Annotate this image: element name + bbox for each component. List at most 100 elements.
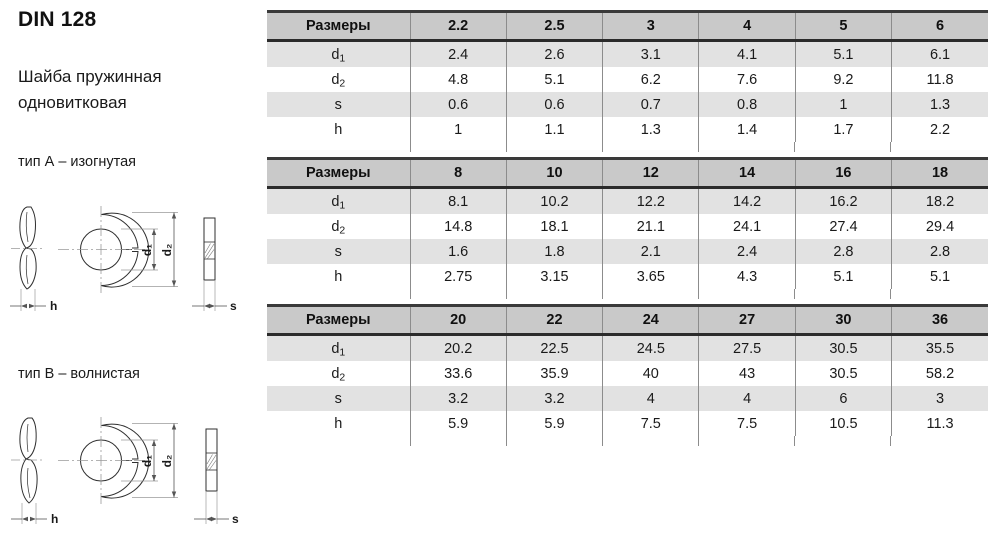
type-b-d2-dimension (171, 423, 177, 498)
type-b-h-label: h (51, 512, 58, 526)
cell-value: 5.1 (794, 40, 892, 67)
cell-value: 20.2 (409, 334, 507, 361)
table-row: d1 8.1 10.2 12.2 14.2 16.2 18.2 (267, 187, 988, 214)
column-header-size: 14 (698, 157, 796, 189)
type-b-s-label: s (232, 512, 239, 526)
column-header-size: 5 (794, 10, 892, 42)
type-b-h-dimension (11, 516, 47, 522)
table-rule-tail (267, 289, 988, 299)
cell-value: 14.8 (409, 214, 507, 239)
column-header-size: 16 (794, 157, 892, 189)
type-a-drawing: h s d₁ d₂ (6, 185, 256, 325)
row-label: d2 (267, 214, 411, 239)
row-label: h (267, 411, 411, 436)
type-a-drawing-svg: h s d₁ d₂ (10, 206, 237, 313)
type-a-d1-dimension (151, 229, 157, 270)
cell-value: 3.2 (409, 386, 507, 411)
cell-value: 1.8 (505, 239, 603, 264)
type-a-side-view (11, 206, 42, 311)
product-description-line1: Шайба пружинная (18, 67, 162, 86)
type-b-s-dimension (194, 516, 229, 522)
row-label: d1 (267, 334, 411, 361)
type-a-d2-label: d₂ (160, 244, 174, 257)
spec-table-3-container: Размеры 20 22 24 27 30 36 d1 20.2 22.5 2… (267, 304, 988, 436)
cell-value: 2.2 (891, 117, 988, 142)
cell-value: 29.4 (891, 214, 988, 239)
table-header-row: Размеры 2.2 2.5 3 4 5 6 (267, 10, 988, 42)
cell-value: 18.1 (505, 214, 603, 239)
row-label: h (267, 264, 411, 289)
cell-value: 0.8 (698, 92, 796, 117)
column-header-size: 3 (602, 10, 699, 42)
type-b-plan-view (58, 417, 178, 505)
column-header-label: Размеры (267, 157, 411, 189)
column-header-size: 18 (891, 157, 988, 189)
spec-table-2: Размеры 8 10 12 14 16 18 d1 8.1 10.2 12.… (267, 157, 988, 289)
column-header-size: 8 (409, 157, 507, 189)
cell-value: 2.4 (698, 239, 796, 264)
type-a-s-dimension (192, 303, 227, 309)
cell-value: 12.2 (602, 187, 699, 214)
cell-value: 30.5 (794, 361, 892, 386)
table-row: h 1 1.1 1.3 1.4 1.7 2.2 (267, 117, 988, 142)
cell-value: 33.6 (409, 361, 507, 386)
column-header-size: 2.2 (409, 10, 507, 42)
cell-value: 3 (891, 386, 988, 411)
table-rule-tail (267, 142, 988, 152)
column-header-size: 10 (505, 157, 603, 189)
type-b-drawing-svg: h s d₁ d₂ (11, 417, 239, 526)
cell-value: 24.1 (698, 214, 796, 239)
column-header-size: 22 (505, 304, 603, 336)
column-header-size: 20 (409, 304, 507, 336)
type-b-side-view (11, 417, 43, 524)
type-a-section-view (203, 217, 216, 311)
column-header-label: Размеры (267, 304, 411, 336)
table-row: d2 4.8 5.1 6.2 7.6 9.2 11.8 (267, 67, 988, 92)
cell-value: 1 (794, 92, 892, 117)
type-b-drawing: h s d₁ d₂ (6, 398, 256, 538)
cell-value: 5.9 (505, 411, 603, 436)
cell-value: 4.3 (698, 264, 796, 289)
table-row: d2 14.8 18.1 21.1 24.1 27.4 29.4 (267, 214, 988, 239)
column-header-size: 27 (698, 304, 796, 336)
type-a-plan-view (58, 206, 178, 294)
row-label: s (267, 92, 411, 117)
type-b-d2-label: d₂ (160, 455, 174, 468)
cell-value: 4.8 (409, 67, 507, 92)
table-row: s 0.6 0.6 0.7 0.8 1 1.3 (267, 92, 988, 117)
cell-value: 35.9 (505, 361, 603, 386)
column-header-size: 24 (602, 304, 699, 336)
cell-value: 7.5 (698, 411, 796, 436)
spec-table-2-container: Размеры 8 10 12 14 16 18 d1 8.1 10.2 12.… (267, 157, 988, 289)
cell-value: 9.2 (794, 67, 892, 92)
cell-value: 2.75 (409, 264, 507, 289)
type-b-d1-label: d₁ (140, 455, 154, 467)
cell-value: 58.2 (891, 361, 988, 386)
cell-value: 3.1 (602, 40, 699, 67)
cell-value: 1.1 (505, 117, 603, 142)
cell-value: 11.8 (891, 67, 988, 92)
spec-table-1: Размеры 2.2 2.5 3 4 5 6 d1 2.4 2.6 3.1 4… (267, 10, 988, 142)
row-label: s (267, 239, 411, 264)
column-header-size: 4 (698, 10, 796, 42)
cell-value: 1.7 (794, 117, 892, 142)
table-row: d1 2.4 2.6 3.1 4.1 5.1 6.1 (267, 40, 988, 67)
column-header-size: 36 (891, 304, 988, 336)
cell-value: 4 (602, 386, 699, 411)
table-rule-tail (267, 436, 988, 446)
row-label: d2 (267, 361, 411, 386)
cell-value: 1.4 (698, 117, 796, 142)
type-a-h-label: h (50, 299, 57, 313)
cell-value: 22.5 (505, 334, 603, 361)
cell-value: 1.6 (409, 239, 507, 264)
cell-value: 1.3 (891, 92, 988, 117)
cell-value: 1 (409, 117, 507, 142)
cell-value: 10.5 (794, 411, 892, 436)
cell-value: 21.1 (602, 214, 699, 239)
cell-value: 2.8 (891, 239, 988, 264)
table-header-row: Размеры 8 10 12 14 16 18 (267, 157, 988, 189)
cell-value: 18.2 (891, 187, 988, 214)
table-row: h 2.75 3.15 3.65 4.3 5.1 5.1 (267, 264, 988, 289)
table-row: h 5.9 5.9 7.5 7.5 10.5 11.3 (267, 411, 988, 436)
table-row: s 1.6 1.8 2.1 2.4 2.8 2.8 (267, 239, 988, 264)
